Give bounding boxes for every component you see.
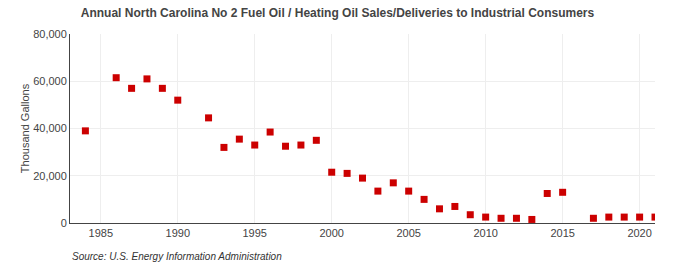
svg-text:20,000: 20,000 bbox=[33, 170, 67, 182]
svg-text:80,000: 80,000 bbox=[33, 28, 67, 40]
svg-text:2010: 2010 bbox=[473, 227, 497, 239]
svg-text:Source: U.S. Energy Informatio: Source: U.S. Energy Information Administ… bbox=[72, 251, 282, 262]
svg-text:Thousand Gallons: Thousand Gallons bbox=[19, 83, 31, 173]
svg-text:1985: 1985 bbox=[89, 227, 113, 239]
svg-text:Annual North Carolina No 2 Fue: Annual North Carolina No 2 Fuel Oil / He… bbox=[81, 6, 595, 20]
svg-text:2020: 2020 bbox=[627, 227, 651, 239]
svg-text:40,000: 40,000 bbox=[33, 122, 67, 134]
svg-text:60,000: 60,000 bbox=[33, 75, 67, 87]
svg-text:2000: 2000 bbox=[319, 227, 343, 239]
svg-text:2015: 2015 bbox=[550, 227, 574, 239]
svg-text:0: 0 bbox=[61, 217, 67, 229]
svg-text:1995: 1995 bbox=[242, 227, 266, 239]
svg-text:1990: 1990 bbox=[166, 227, 190, 239]
svg-text:2005: 2005 bbox=[396, 227, 420, 239]
